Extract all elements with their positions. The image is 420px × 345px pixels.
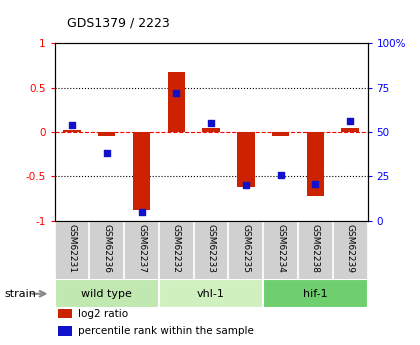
- Point: [312, 181, 319, 186]
- Text: vhl-1: vhl-1: [197, 289, 225, 299]
- Text: GSM62234: GSM62234: [276, 225, 285, 273]
- Point: [68, 122, 75, 128]
- Text: GSM62236: GSM62236: [102, 225, 111, 274]
- Point: [103, 151, 110, 156]
- Bar: [98, 132, 116, 136]
- Bar: [159, 279, 263, 308]
- Text: GSM62231: GSM62231: [68, 225, 76, 274]
- Point: [242, 183, 249, 188]
- Bar: [307, 132, 324, 196]
- Text: wild type: wild type: [81, 289, 132, 299]
- Text: percentile rank within the sample: percentile rank within the sample: [78, 326, 254, 336]
- Bar: [272, 132, 289, 136]
- Bar: [55, 279, 159, 308]
- Point: [347, 119, 354, 124]
- Bar: [202, 128, 220, 132]
- Bar: [133, 132, 150, 210]
- Bar: [237, 132, 255, 187]
- Text: GDS1379 / 2223: GDS1379 / 2223: [67, 16, 170, 29]
- Bar: [263, 279, 368, 308]
- Bar: [63, 130, 81, 132]
- Point: [277, 172, 284, 177]
- Point: [208, 120, 215, 126]
- Text: strain: strain: [4, 289, 36, 299]
- Point: [138, 209, 145, 215]
- Text: log2 ratio: log2 ratio: [78, 308, 128, 318]
- Bar: [58, 309, 72, 318]
- Text: GSM62239: GSM62239: [346, 225, 354, 274]
- Bar: [58, 326, 72, 336]
- Bar: [341, 128, 359, 132]
- Point: [173, 90, 180, 96]
- Text: GSM62233: GSM62233: [207, 225, 215, 274]
- Text: GSM62237: GSM62237: [137, 225, 146, 274]
- Text: GSM62232: GSM62232: [172, 225, 181, 273]
- Text: hif-1: hif-1: [303, 289, 328, 299]
- Bar: [168, 72, 185, 132]
- Text: GSM62235: GSM62235: [241, 225, 250, 274]
- Text: GSM62238: GSM62238: [311, 225, 320, 274]
